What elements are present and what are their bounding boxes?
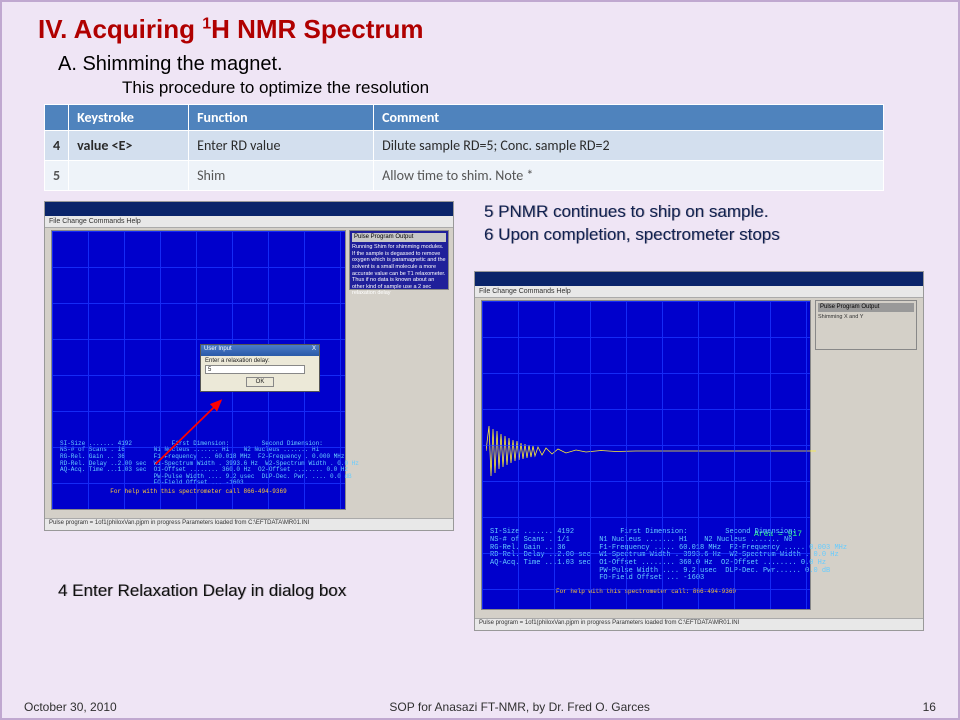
section-a-desc: This procedure to optimize the resolutio… xyxy=(2,76,958,98)
note-5: 5 PNMR continues to ship on sample. xyxy=(484,201,924,224)
relaxation-delay-dialog: User Input X Enter a relaxation delay: 5… xyxy=(200,344,320,392)
slide-footer: October 30, 2010 SOP for Anasazi FT-NMR,… xyxy=(2,700,958,714)
th-comment: Comment xyxy=(374,105,884,131)
status-bar: Pulse program = 1of1(philoxVan.pjpm in p… xyxy=(45,518,453,530)
note-6: 6 Upon completion, spectrometer stops xyxy=(484,224,924,247)
close-icon[interactable]: X xyxy=(312,346,316,355)
table-row: 5 Shim Allow time to shim. Note * xyxy=(45,161,884,191)
footer-center: SOP for Anasazi FT-NMR, by Dr. Fred O. G… xyxy=(389,700,650,714)
dialog-title: User Input xyxy=(204,346,232,355)
menu-bar: File Change Commands Help xyxy=(475,286,923,298)
table-row: 4 value <E> Enter RD value Dilute sample… xyxy=(45,131,884,161)
help-line: For help with this spectrometer call 866… xyxy=(52,488,345,495)
dialog-body: Enter a relaxation delay: 5 OK xyxy=(201,356,319,389)
cell-key: value <E> xyxy=(69,131,189,161)
dialog-titlebar: User Input X xyxy=(201,345,319,356)
params-text: SI-Size ....... 4192 First Dimension: Se… xyxy=(60,441,337,487)
fid-waveform xyxy=(486,421,816,481)
window-titlebar xyxy=(45,202,453,216)
side-panel-text: Shimming X and Y xyxy=(818,314,914,321)
cell-step: 4 xyxy=(45,131,69,161)
cell-step: 5 xyxy=(45,161,69,191)
th-function: Function xyxy=(189,105,374,131)
slide-title: IV. Acquiring 1H NMR Spectrum xyxy=(2,2,958,45)
keystroke-table: Keystroke Function Comment 4 value <E> E… xyxy=(44,104,884,191)
side-panel-text: Running Shim for shimming modules. If th… xyxy=(352,244,446,297)
th-blank xyxy=(45,105,69,131)
side-panel-header: Pulse Program Output xyxy=(352,233,446,242)
cell-com: Dilute sample RD=5; Conc. sample RD=2 xyxy=(374,131,884,161)
th-keystroke: Keystroke xyxy=(69,105,189,131)
cell-func: Shim xyxy=(189,161,374,191)
screenshot-left: File Change Commands Help SI-Size ......… xyxy=(44,201,454,531)
window-titlebar xyxy=(475,272,923,286)
cell-com: Allow time to shim. Note * xyxy=(374,161,884,191)
cell-func: Enter RD value xyxy=(189,131,374,161)
dialog-label: Enter a relaxation delay: xyxy=(205,358,315,364)
table-header-row: Keystroke Function Comment xyxy=(45,105,884,131)
screenshot-right: File Change Commands Help Area = 917 SI-… xyxy=(474,271,924,631)
section-a-heading: A. Shimming the magnet. xyxy=(2,45,958,76)
status-bar: Pulse program = 1of1(philoxVan.pjpm in p… xyxy=(475,618,923,630)
plot-area-right: Area = 917 SI-Size ....... 4192 First Di… xyxy=(481,300,811,610)
help-line: For help with this spectrometer call: 86… xyxy=(482,588,810,595)
ok-button[interactable]: OK xyxy=(246,377,274,387)
title-sup: 1 xyxy=(202,15,211,32)
menu-bar: File Change Commands Help xyxy=(45,216,453,228)
relaxation-delay-input[interactable]: 5 xyxy=(205,365,305,374)
notes-5-6: 5 PNMR continues to ship on sample. 6 Up… xyxy=(484,201,924,247)
side-panel-left: Pulse Program Output Running Shim for sh… xyxy=(349,230,449,290)
params-text: SI-Size ....... 4192 First Dimension: Se… xyxy=(490,529,802,583)
side-panel-right: Pulse Program Output Shimming X and Y xyxy=(815,300,917,350)
cell-key xyxy=(69,161,189,191)
title-rest: H NMR Spectrum xyxy=(211,14,423,44)
side-panel-header: Pulse Program Output xyxy=(818,303,914,312)
caption-step-4: 4 Enter Relaxation Delay in dialog box xyxy=(58,581,346,601)
footer-page: 16 xyxy=(923,700,936,714)
footer-date: October 30, 2010 xyxy=(24,700,117,714)
title-prefix: IV. Acquiring xyxy=(38,14,202,44)
area-label: Area = 917 xyxy=(754,530,802,539)
